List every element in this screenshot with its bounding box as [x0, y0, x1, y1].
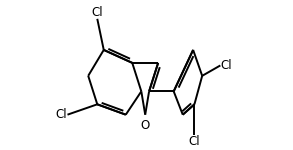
- Text: Cl: Cl: [91, 6, 103, 19]
- Text: Cl: Cl: [189, 135, 200, 148]
- Text: O: O: [141, 118, 150, 132]
- Text: Cl: Cl: [220, 59, 232, 72]
- Text: Cl: Cl: [56, 108, 67, 121]
